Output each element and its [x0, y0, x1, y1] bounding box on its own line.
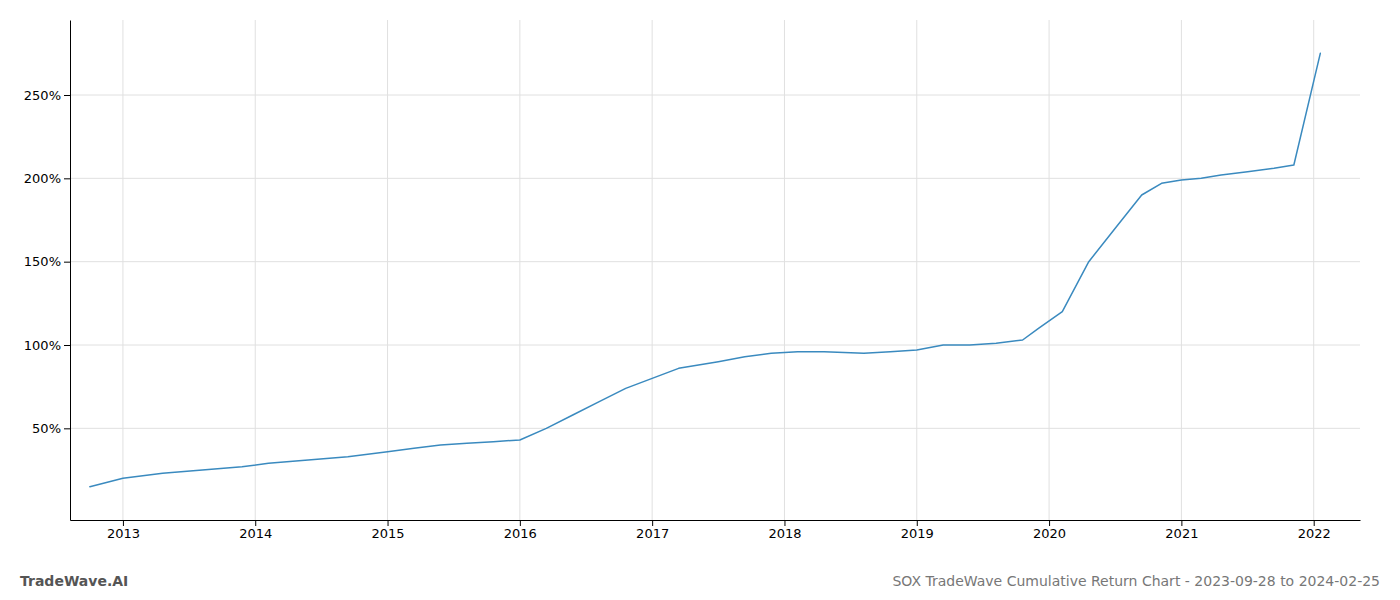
tick-mark: [64, 428, 70, 429]
tick-mark: [917, 520, 918, 526]
tick: 2020: [1033, 520, 1066, 541]
tick-label: 2020: [1033, 526, 1066, 541]
grid-line: [70, 261, 1360, 262]
tick: 2022: [1298, 520, 1331, 541]
tick-mark: [784, 520, 785, 526]
tick-label: 2022: [1298, 526, 1331, 541]
tick-mark: [1314, 520, 1315, 526]
grid: [70, 20, 1360, 520]
tick: 100%: [24, 338, 70, 353]
line: [90, 53, 1320, 486]
tick-label: 2015: [371, 526, 404, 541]
grid-line: [387, 20, 388, 520]
tick: 150%: [24, 254, 70, 269]
tick-label: 250%: [24, 88, 61, 103]
tick-mark: [652, 520, 653, 526]
tick-label: 2019: [901, 526, 934, 541]
tick-mark: [64, 178, 70, 179]
grid-line: [70, 428, 1360, 429]
annotation: TradeWave.AI: [20, 573, 128, 589]
grid-line: [122, 20, 123, 520]
tick: 200%: [24, 171, 70, 186]
tick-label: 2017: [636, 526, 669, 541]
plot: 2013 2014 2015 2016 2017 2018 2019 2020 2021 2022…: [24, 20, 1361, 541]
y-axis: 50% 100% 150% 200% 250%: [24, 21, 71, 521]
tick: 2015: [371, 520, 404, 541]
x-axis: 2013 2014 2015 2016 2017 2018 2019 2020 2021 2022: [71, 520, 1361, 541]
grid-line: [916, 20, 917, 520]
grid-line: [70, 345, 1360, 346]
axis-line: [70, 21, 71, 521]
tick-mark: [388, 520, 389, 526]
tick: 2013: [107, 520, 140, 541]
tick-label: 2021: [1165, 526, 1198, 541]
grid-line: [1181, 20, 1182, 520]
tick-label: 2014: [239, 526, 272, 541]
tick: 50%: [32, 421, 70, 436]
grid-line: [784, 20, 785, 520]
tick-label: 2013: [107, 526, 140, 541]
tick-mark: [1181, 520, 1182, 526]
tick-label: 2018: [768, 526, 801, 541]
tick-mark: [64, 345, 70, 346]
tick-mark: [64, 262, 70, 263]
grid-line: [70, 178, 1360, 179]
tick-label: 2016: [504, 526, 537, 541]
grid-line: [1049, 20, 1050, 520]
marks: [90, 53, 1320, 486]
grid-line: [70, 95, 1360, 96]
tick-mark: [255, 520, 256, 526]
tick-mark: [520, 520, 521, 526]
grid-line: [255, 20, 256, 520]
tick: 2016: [504, 520, 537, 541]
tick: 2019: [901, 520, 934, 541]
tick-mark: [123, 520, 124, 526]
title: SOX TradeWave Cumulative Return Chart - …: [892, 573, 1380, 589]
tick-mark: [1049, 520, 1050, 526]
tick-mark: [64, 95, 70, 96]
tick: 2021: [1165, 520, 1198, 541]
grid-line: [1313, 20, 1314, 520]
tick-label: 200%: [24, 171, 61, 186]
tick-label: 50%: [32, 421, 61, 436]
axis-line: [71, 520, 1361, 521]
tick: 2017: [636, 520, 669, 541]
tick: 2014: [239, 520, 272, 541]
tick: 250%: [24, 88, 70, 103]
grid-line: [519, 20, 520, 520]
grid-line: [652, 20, 653, 520]
tick: 2018: [768, 520, 801, 541]
tick-label: 150%: [24, 254, 61, 269]
chart: 2013 2014 2015 2016 2017 2018 2019 2020 2021 2022…: [0, 0, 1400, 600]
tick-label: 100%: [24, 338, 61, 353]
